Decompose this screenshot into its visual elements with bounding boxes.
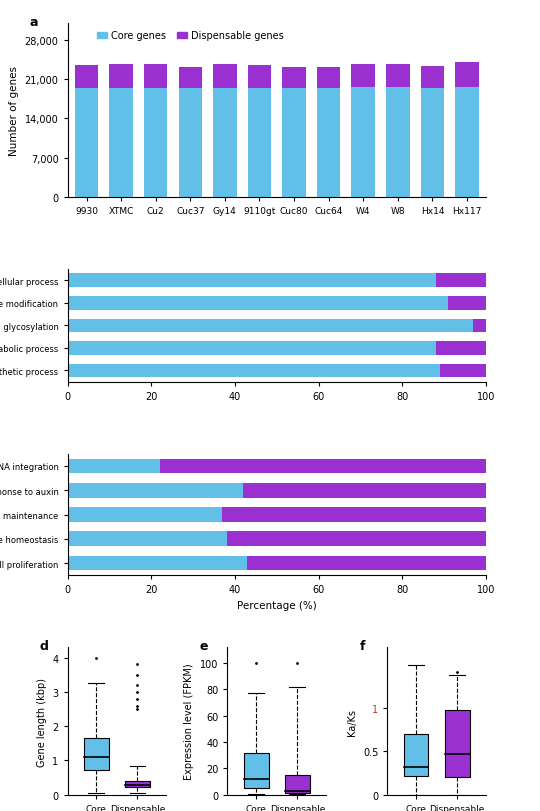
Bar xyxy=(285,775,309,793)
Y-axis label: Gene length (kbp): Gene length (kbp) xyxy=(37,676,46,766)
Bar xyxy=(436,274,486,288)
Y-axis label: Ka/Ks: Ka/Ks xyxy=(347,708,357,735)
Bar xyxy=(109,65,133,88)
Bar xyxy=(109,88,133,198)
Bar xyxy=(84,738,109,770)
Bar xyxy=(227,532,486,547)
Bar xyxy=(68,341,436,355)
Bar xyxy=(248,88,271,198)
Bar xyxy=(421,67,444,88)
Bar xyxy=(68,274,436,288)
Bar xyxy=(68,364,440,378)
Bar xyxy=(68,508,222,522)
Bar xyxy=(421,88,444,198)
Bar xyxy=(247,556,486,571)
Y-axis label: Number of genes: Number of genes xyxy=(9,66,19,156)
Bar xyxy=(445,710,470,778)
Bar xyxy=(448,297,486,310)
Bar xyxy=(144,88,167,198)
Bar xyxy=(125,781,150,787)
Bar xyxy=(68,459,160,474)
Bar xyxy=(440,364,486,378)
Bar xyxy=(248,67,271,88)
Bar xyxy=(386,65,409,88)
Text: d: d xyxy=(40,639,49,652)
Bar xyxy=(213,65,237,88)
Bar xyxy=(244,753,268,788)
Y-axis label: Expression level (FPKM): Expression level (FPKM) xyxy=(185,663,194,779)
Bar xyxy=(68,483,243,498)
Text: a: a xyxy=(30,15,38,28)
Bar xyxy=(317,89,340,198)
Bar xyxy=(455,88,479,198)
Bar xyxy=(352,88,375,198)
Bar xyxy=(352,65,375,88)
Bar xyxy=(144,65,167,88)
Bar xyxy=(75,67,98,88)
Bar xyxy=(282,89,306,198)
Bar xyxy=(68,320,474,333)
Bar xyxy=(160,459,486,474)
Text: f: f xyxy=(360,639,365,652)
Bar xyxy=(436,341,486,355)
Bar xyxy=(68,297,448,310)
Bar xyxy=(282,68,306,89)
Bar xyxy=(222,508,486,522)
Bar xyxy=(404,734,428,776)
Bar xyxy=(386,88,409,198)
Bar xyxy=(213,88,237,198)
Bar xyxy=(75,88,98,198)
Bar xyxy=(68,556,247,571)
Bar xyxy=(455,63,479,88)
X-axis label: Percentage (%): Percentage (%) xyxy=(237,600,316,610)
Text: e: e xyxy=(200,639,208,652)
Bar xyxy=(317,68,340,89)
Bar xyxy=(179,68,202,89)
Bar xyxy=(68,532,227,547)
Bar xyxy=(243,483,486,498)
Legend: Core genes, Dispensable genes: Core genes, Dispensable genes xyxy=(93,28,288,45)
Bar xyxy=(179,89,202,198)
Bar xyxy=(474,320,486,333)
